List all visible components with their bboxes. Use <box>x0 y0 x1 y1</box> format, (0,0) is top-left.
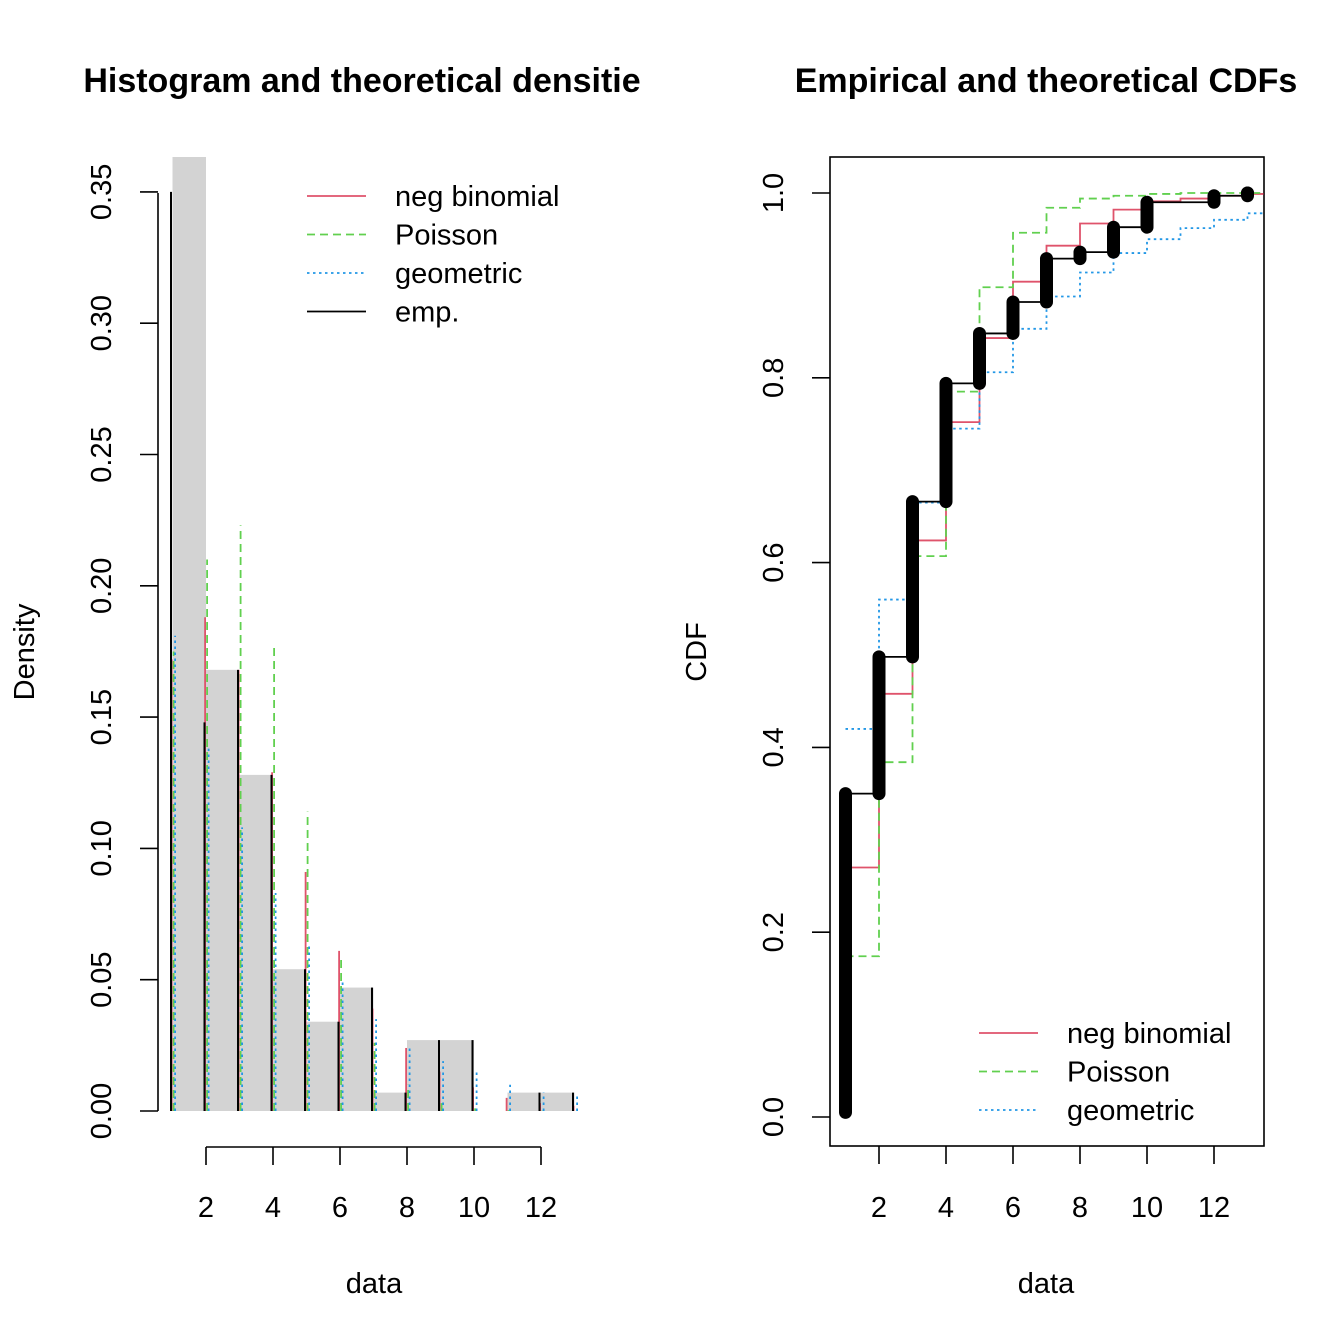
histogram-legend: neg binomial Poisson geometric emp. <box>307 181 559 329</box>
histogram-bar <box>340 987 374 1111</box>
legend-label: Poisson <box>395 220 498 252</box>
density-lines <box>170 191 578 1111</box>
y-tick-label: 0.8 <box>758 358 790 398</box>
y-tick-label: 0.6 <box>758 542 790 582</box>
histogram-title: Histogram and theoretical densitie <box>83 62 640 100</box>
histogram-y-label: Density <box>9 603 41 700</box>
y-tick-label: 0.2 <box>758 912 790 952</box>
legend-label: geometric <box>395 258 522 290</box>
y-tick-label: 0.25 <box>86 426 118 482</box>
cdf-legend: neg binomial Poisson geometric <box>979 1018 1231 1127</box>
y-tick-label: 1.0 <box>758 173 790 213</box>
histogram-bar <box>541 1092 575 1111</box>
x-tick-label: 6 <box>332 1192 348 1224</box>
cdf-x-label: data <box>1018 1268 1075 1300</box>
y-tick-label: 0.30 <box>86 295 118 351</box>
x-tick-label: 8 <box>399 1192 415 1224</box>
y-tick-label: 0.0 <box>758 1097 790 1137</box>
y-tick-label: 0.00 <box>86 1083 118 1139</box>
histogram-bar <box>206 669 240 1111</box>
cdf-line-geometric <box>845 212 1264 730</box>
legend-label: Poisson <box>1067 1057 1170 1089</box>
cdf-plot-box <box>829 156 1265 1147</box>
legend-label: neg binomial <box>395 181 559 213</box>
x-tick-label: 10 <box>458 1192 490 1224</box>
histogram-bars <box>172 157 575 1111</box>
histogram-bar <box>273 969 307 1111</box>
y-tick-label: 0.4 <box>758 727 790 767</box>
y-tick-label: 0.15 <box>86 689 118 745</box>
x-tick-label: 12 <box>1198 1192 1230 1224</box>
legend-label: geometric <box>1067 1095 1194 1127</box>
histogram-bar <box>172 157 206 1111</box>
legend-label: neg binomial <box>1067 1018 1231 1050</box>
cdf-panel: Empirical and theoretical CDFs data CDF … <box>681 62 1297 1300</box>
cdf-axes: 0.0 0.2 0.4 0.6 0.8 1.0 2 4 6 8 10 12 <box>758 173 1230 1224</box>
cdf-title: Empirical and theoretical CDFs <box>795 62 1298 100</box>
histogram-bar <box>306 1021 340 1111</box>
histogram-bar <box>507 1092 541 1111</box>
y-tick-label: 0.05 <box>86 951 118 1007</box>
histogram-x-label: data <box>346 1268 403 1300</box>
histogram-panel: Histogram and theoretical densitie data … <box>9 62 641 1300</box>
legend-label: emp. <box>395 297 459 329</box>
histogram-bar <box>440 1040 474 1111</box>
x-tick-label: 4 <box>938 1192 954 1224</box>
empirical-point <box>1241 186 1254 200</box>
x-tick-label: 2 <box>871 1192 887 1224</box>
histogram-axes: 0.00 0.05 0.10 0.15 0.20 0.25 0.30 0.35 2 4 6 8 10 12 <box>86 164 557 1224</box>
x-tick-label: 12 <box>525 1192 557 1224</box>
cdf-lines <box>839 186 1264 1119</box>
x-tick-label: 6 <box>1005 1192 1021 1224</box>
x-tick-label: 2 <box>198 1192 214 1224</box>
y-tick-label: 0.35 <box>86 164 118 220</box>
y-tick-label: 0.10 <box>86 820 118 876</box>
histogram-bar <box>373 1092 407 1111</box>
x-tick-label: 4 <box>265 1192 281 1224</box>
y-tick-label: 0.20 <box>86 558 118 614</box>
x-tick-label: 8 <box>1072 1192 1088 1224</box>
histogram-bar <box>239 774 273 1111</box>
histogram-bar <box>407 1040 441 1111</box>
cdf-y-label: CDF <box>681 622 713 682</box>
x-tick-label: 10 <box>1131 1192 1163 1224</box>
